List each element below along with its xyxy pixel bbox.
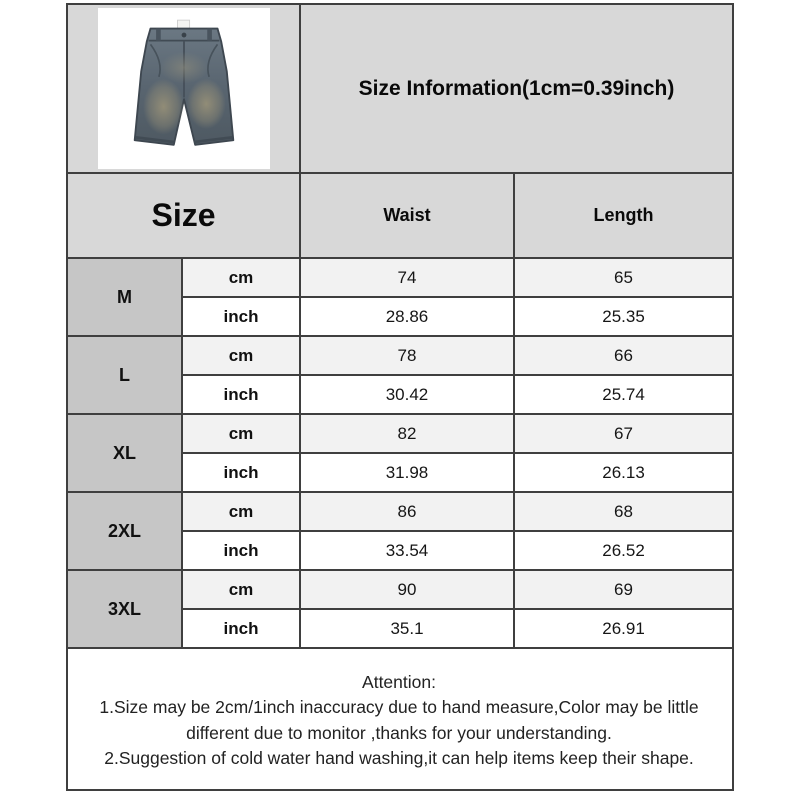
length-cm-value: 67 bbox=[512, 413, 735, 454]
length-column-header: Length bbox=[512, 172, 735, 259]
attention-heading: Attention: bbox=[362, 671, 436, 692]
length-inch-value: 25.35 bbox=[512, 296, 735, 337]
length-cm-value: 66 bbox=[512, 335, 735, 376]
table-row: inch 30.42 25.74 bbox=[67, 374, 735, 415]
denim-shorts-illustration bbox=[133, 19, 234, 146]
unit-label: inch bbox=[181, 374, 301, 415]
length-cm-value: 69 bbox=[512, 569, 735, 610]
attention-line-2: 2.Suggestion of cold water hand washing,… bbox=[104, 748, 694, 768]
size-label-l: L bbox=[66, 335, 183, 415]
unit-label: inch bbox=[181, 296, 301, 337]
table-row: 2XL cm 86 68 bbox=[66, 491, 735, 571]
table-row: 3XL cm 90 69 bbox=[66, 569, 735, 649]
waist-inch-value: 33.54 bbox=[299, 530, 515, 571]
length-cm-value: 68 bbox=[512, 491, 735, 532]
length-inch-value: 26.13 bbox=[512, 452, 735, 493]
unit-label: inch bbox=[181, 530, 301, 571]
unit-label: inch bbox=[181, 452, 301, 493]
table-row: M cm 74 65 bbox=[66, 257, 735, 337]
attention-note: Attention: 1.Size may be 2cm/1inch inacc… bbox=[65, 647, 735, 791]
size-chart-table: Size Information(1cm=0.39inch) Size Wais… bbox=[65, 3, 735, 791]
waist-cm-value: 74 bbox=[299, 257, 515, 298]
waist-cm-value: 90 bbox=[299, 569, 515, 610]
length-cm-value: 65 bbox=[512, 257, 735, 298]
unit-label: inch bbox=[181, 608, 301, 649]
table-row: L cm 78 66 bbox=[66, 335, 735, 415]
waist-inch-value: 28.86 bbox=[299, 296, 515, 337]
waist-cm-value: 82 bbox=[299, 413, 515, 454]
page-title: Size Information(1cm=0.39inch) bbox=[358, 76, 675, 100]
size-label-xl: XL bbox=[66, 413, 183, 493]
unit-label: cm bbox=[181, 569, 301, 610]
product-image bbox=[97, 8, 270, 169]
table-row: inch 31.98 26.13 bbox=[67, 452, 735, 493]
table-row: inch 33.54 26.52 bbox=[67, 530, 735, 571]
attention-line-1: 1.Size may be 2cm/1inch inaccuracy due t… bbox=[99, 697, 699, 743]
length-inch-value: 26.52 bbox=[512, 530, 735, 571]
waist-inch-value: 35.1 bbox=[299, 608, 515, 649]
unit-label: cm bbox=[181, 257, 301, 298]
table-row: inch 28.86 25.35 bbox=[67, 296, 735, 337]
unit-label: cm bbox=[181, 335, 301, 376]
size-label-3xl: 3XL bbox=[66, 569, 183, 649]
length-inch-value: 25.74 bbox=[512, 374, 735, 415]
unit-label: cm bbox=[181, 491, 301, 532]
table-row: inch 35.1 26.91 bbox=[67, 608, 735, 649]
size-label-2xl: 2XL bbox=[66, 491, 183, 571]
waist-column-header: Waist bbox=[299, 172, 515, 259]
waist-inch-value: 30.42 bbox=[299, 374, 515, 415]
unit-label: cm bbox=[181, 413, 301, 454]
waist-cm-value: 86 bbox=[299, 491, 515, 532]
size-info-title-cell: Size Information(1cm=0.39inch) bbox=[298, 3, 735, 174]
table-row: XL cm 82 67 bbox=[66, 413, 735, 493]
product-image-cell bbox=[66, 3, 301, 174]
size-column-header: Size bbox=[66, 172, 301, 259]
waist-cm-value: 78 bbox=[299, 335, 515, 376]
length-inch-value: 26.91 bbox=[512, 608, 735, 649]
size-label-m: M bbox=[66, 257, 183, 337]
waist-inch-value: 31.98 bbox=[299, 452, 515, 493]
